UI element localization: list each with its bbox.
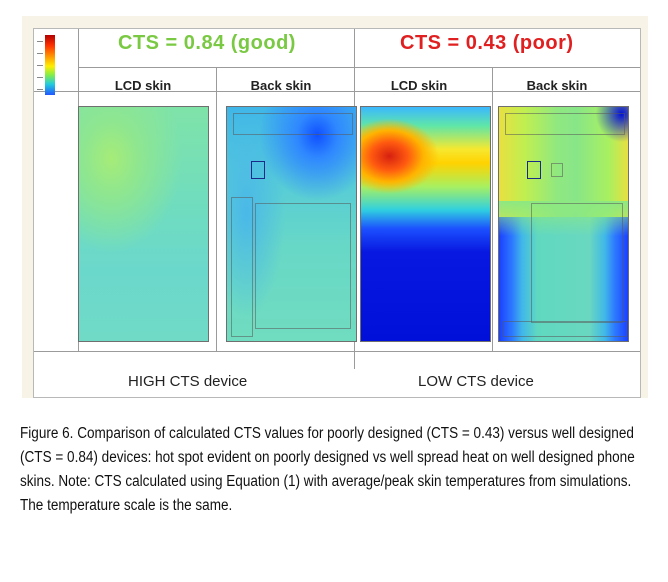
heatmap-lower-region <box>499 216 628 341</box>
battery-outline <box>255 203 351 329</box>
component-outline <box>503 321 627 337</box>
color-scale-bar <box>45 35 55 95</box>
good-cts-header: CTS = 0.84 (good) <box>118 32 296 54</box>
divider <box>34 91 640 92</box>
component-outline <box>233 113 353 135</box>
divider <box>492 67 493 351</box>
high-cts-device-label: HIGH CTS device <box>128 373 248 390</box>
scale-tick <box>37 77 43 78</box>
divider <box>34 351 640 352</box>
scale-tick <box>37 65 43 66</box>
component-outline <box>551 163 563 177</box>
column-header-lcd-skin-good: LCD skin <box>114 78 172 93</box>
heatmap-back-skin-poor <box>498 106 629 342</box>
column-header-lcd-skin-poor: LCD skin <box>390 78 448 93</box>
battery-outline <box>531 203 623 323</box>
poor-cts-header: CTS = 0.43 (poor) <box>400 32 574 54</box>
temperature-color-scale <box>35 33 63 97</box>
component-outline <box>231 197 253 337</box>
divider <box>216 67 217 351</box>
heatmap-transition <box>499 200 628 236</box>
component-outline <box>505 113 625 135</box>
scale-tick <box>37 53 43 54</box>
divider <box>78 67 640 68</box>
column-header-back-skin-poor: Back skin <box>526 78 588 93</box>
heatmap-lcd-skin-good <box>78 106 209 342</box>
figure-caption: Figure 6. Comparison of calculated CTS v… <box>20 425 635 514</box>
heatmap-lcd-skin-poor <box>360 106 491 342</box>
scale-tick <box>37 89 43 90</box>
heatmap-back-skin-good <box>226 106 357 342</box>
scale-tick <box>37 41 43 42</box>
camera-outline <box>527 161 541 179</box>
low-cts-device-label: LOW CTS device <box>418 373 534 390</box>
camera-outline <box>251 161 265 179</box>
column-header-back-skin-good: Back skin <box>250 78 312 93</box>
